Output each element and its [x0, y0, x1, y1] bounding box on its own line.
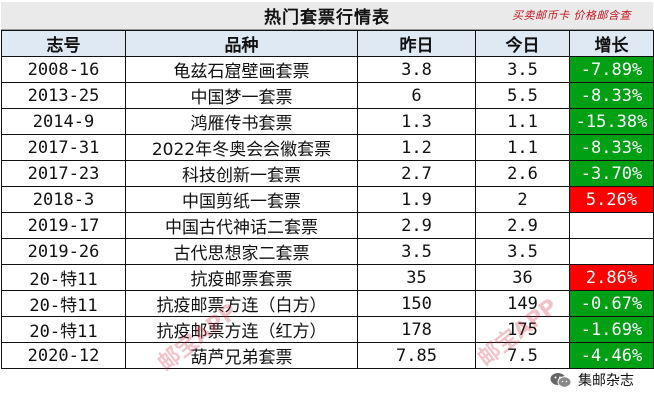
cell-today: 5.5 [475, 82, 570, 109]
cell-yesterday: 1.9 [357, 186, 476, 213]
header-yesterday: 昨日 [357, 30, 476, 57]
cell-id: 2008-16 [1, 56, 126, 83]
table-row: 20-特11 抗疫邮票方连（红方） 178 175 -1.69% [1, 316, 654, 343]
header-id: 志号 [1, 30, 126, 57]
cell-today: 2.6 [475, 160, 570, 187]
table-row: 2008-16 龟兹石窟壁画套票 3.8 3.5 -7.89% [1, 56, 654, 83]
wechat-icon [550, 373, 572, 388]
cell-today: 2 [475, 186, 570, 213]
table-row: 20-特11 抗疫邮票方连（白方） 150 149 -0.67% [1, 290, 654, 317]
header-today: 今日 [475, 30, 570, 57]
cell-name: 抗疫邮票方连（白方） [125, 290, 358, 317]
cell-name: 中国梦一套票 [125, 82, 358, 109]
cell-id: 2020-12 [1, 342, 126, 369]
cell-name: 抗疫邮票套票 [125, 264, 358, 291]
header-row: 志号 品种 昨日 今日 增长 [1, 30, 654, 57]
cell-change: -8.33% [569, 134, 654, 161]
cell-name: 抗疫邮票方连（红方） [125, 316, 358, 343]
cell-name: 中国剪纸一套票 [125, 186, 358, 213]
cell-yesterday: 3.5 [357, 238, 476, 265]
header-change: 增长 [569, 30, 654, 57]
cell-yesterday: 1.2 [357, 134, 476, 161]
table-title-row: 热门套票行情表 买卖邮币卡 价格邮含查 [1, 2, 653, 30]
cell-change: -4.46% [569, 342, 654, 369]
cell-id: 2013-25 [1, 82, 126, 109]
cell-today: 7.5 [475, 342, 570, 369]
cell-id: 2018-3 [1, 186, 126, 213]
cell-name: 科技创新一套票 [125, 160, 358, 187]
cell-name: 葫芦兄弟套票 [125, 342, 358, 369]
cell-change: -3.70% [569, 160, 654, 187]
cell-change: -1.69% [569, 316, 654, 343]
cell-name: 龟兹石窟壁画套票 [125, 56, 358, 83]
cell-change: -8.33% [569, 82, 654, 109]
cell-yesterday: 7.85 [357, 342, 476, 369]
cell-today: 1.1 [475, 108, 570, 135]
cell-today: 3.5 [475, 56, 570, 83]
cell-change [569, 212, 654, 239]
table-row: 2014-9 鸿雁传书套票 1.3 1.1 -15.38% [1, 108, 654, 135]
cell-id: 2014-9 [1, 108, 126, 135]
cell-id: 2019-26 [1, 238, 126, 265]
wechat-badge: 集邮杂志 [550, 370, 634, 390]
cell-today: 3.5 [475, 238, 570, 265]
cell-yesterday: 6 [357, 82, 476, 109]
cell-id: 20-特11 [1, 264, 126, 291]
cell-today: 1.1 [475, 134, 570, 161]
cell-id: 2017-23 [1, 160, 126, 187]
table-body: 2008-16 龟兹石窟壁画套票 3.8 3.5 -7.89% 2013-25 中国梦一套票… [1, 56, 654, 369]
wechat-label: 集邮杂志 [578, 373, 634, 389]
table-row: 2020-12 葫芦兄弟套票 7.85 7.5 -4.46% [1, 342, 654, 369]
cell-id: 20-特11 [1, 290, 126, 317]
cell-name: 鸿雁传书套票 [125, 108, 358, 135]
table-row: 20-特11 抗疫邮票套票 35 36 2.86% [1, 264, 654, 291]
table-row: 2017-31 2022年冬奥会会徽套票 1.2 1.1 -8.33% [1, 134, 654, 161]
cell-today: 175 [475, 316, 570, 343]
header-name: 品种 [125, 30, 358, 57]
cell-yesterday: 1.3 [357, 108, 476, 135]
cell-today: 149 [475, 290, 570, 317]
cell-yesterday: 178 [357, 316, 476, 343]
cell-today: 2.9 [475, 212, 570, 239]
cell-name: 古代思想家二套票 [125, 238, 358, 265]
cell-yesterday: 3.8 [357, 56, 476, 83]
cell-change [569, 238, 654, 265]
cell-change: -0.67% [569, 290, 654, 317]
cell-id: 20-特11 [1, 316, 126, 343]
cell-change: -7.89% [569, 56, 654, 83]
cell-today: 36 [475, 264, 570, 291]
table-title: 热门套票行情表 [264, 8, 390, 28]
table-row: 2019-17 中国古代神话二套票 2.9 2.9 [1, 212, 654, 239]
cell-yesterday: 2.9 [357, 212, 476, 239]
cell-name: 中国古代神话二套票 [125, 212, 358, 239]
cell-change: 2.86% [569, 264, 654, 291]
cell-change: 5.26% [569, 186, 654, 213]
title-stamp: 买卖邮币卡 价格邮含查 [512, 9, 631, 22]
cell-name: 2022年冬奥会会徽套票 [125, 134, 358, 161]
cell-id: 2019-17 [1, 212, 126, 239]
price-table: 志号 品种 昨日 今日 增长 2008-16 龟兹石窟壁画套票 3.8 3.5 -7.8… [1, 30, 654, 369]
table-row: 2019-26 古代思想家二套票 3.5 3.5 [1, 238, 654, 265]
table-row: 2017-23 科技创新一套票 2.7 2.6 -3.70% [1, 160, 654, 187]
table-row: 2018-3 中国剪纸一套票 1.9 2 5.26% [1, 186, 654, 213]
table-row: 2013-25 中国梦一套票 6 5.5 -8.33% [1, 82, 654, 109]
cell-change: -15.38% [569, 108, 654, 135]
cell-yesterday: 2.7 [357, 160, 476, 187]
cell-id: 2017-31 [1, 134, 126, 161]
cell-yesterday: 150 [357, 290, 476, 317]
cell-yesterday: 35 [357, 264, 476, 291]
